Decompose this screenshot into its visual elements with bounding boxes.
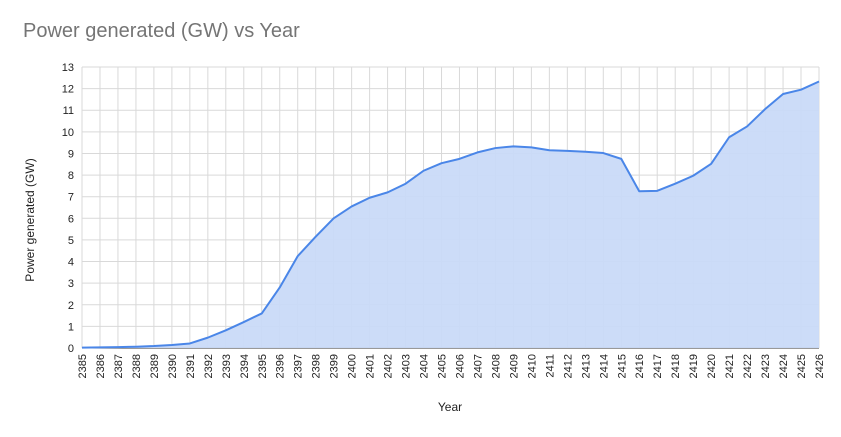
x-tick-label: 2420 (706, 354, 718, 378)
y-tick-label: 2 (68, 300, 74, 312)
y-tick-label: 3 (68, 278, 74, 290)
x-tick-label: 2405 (437, 354, 449, 378)
y-tick-label: 13 (62, 62, 74, 74)
x-tick-label: 2406 (454, 354, 466, 378)
y-tick-label: 11 (63, 105, 74, 117)
y-tick-label: 4 (68, 257, 74, 269)
y-axis-title: Power generated (GW) (23, 158, 37, 281)
x-tick-label: 2413 (580, 354, 592, 378)
x-tick-label: 2402 (383, 354, 395, 378)
x-tick-label: 2387 (113, 354, 125, 378)
x-tick-label: 2422 (742, 354, 754, 378)
x-tick-label: 2396 (275, 354, 287, 378)
y-tick-label: 0 (68, 343, 74, 355)
x-tick-label: 2410 (526, 354, 538, 378)
x-tick-label: 2399 (329, 354, 341, 378)
x-tick-label: 2426 (814, 354, 826, 378)
y-tick-label: 6 (68, 213, 74, 225)
x-tick-label: 2425 (796, 354, 808, 378)
x-tick-label: 2391 (185, 354, 197, 378)
series-area-fill (82, 81, 819, 348)
x-tick-label: 2385 (77, 354, 89, 378)
x-tick-label: 2409 (508, 354, 520, 378)
x-tick-label: 2386 (95, 354, 107, 378)
x-tick-label: 2395 (257, 354, 269, 378)
y-tick-label: 8 (68, 170, 74, 182)
chart-title: Power generated (GW) vs Year (23, 20, 300, 42)
x-tick-label: 2418 (670, 354, 682, 378)
x-axis-ticks: 2385 2386 2387 2388 2389 2390 2391 2392 2393 2394… (77, 354, 826, 378)
y-tick-label: 10 (62, 127, 74, 139)
x-tick-label: 2414 (598, 354, 610, 378)
x-tick-label: 2390 (167, 354, 179, 378)
y-tick-label: 7 (68, 192, 74, 204)
x-tick-label: 2408 (490, 354, 502, 378)
x-tick-label: 2394 (239, 354, 251, 378)
y-tick-label: 12 (62, 84, 74, 96)
x-tick-label: 2412 (562, 354, 574, 378)
series-line (81, 80, 820, 349)
x-tick-label: 2393 (221, 354, 233, 378)
y-tick-label: 9 (68, 148, 74, 160)
x-tick-label: 2417 (652, 354, 664, 378)
x-tick-label: 2411 (544, 354, 556, 378)
x-tick-label: 2401 (365, 354, 377, 378)
x-tick-label: 2388 (131, 354, 143, 378)
x-tick-label: 2398 (311, 354, 323, 378)
x-tick-label: 2403 (401, 354, 413, 378)
x-tick-label: 2416 (634, 354, 646, 378)
x-tick-label: 2424 (778, 354, 790, 378)
x-tick-label: 2421 (724, 354, 736, 378)
y-tick-label: 5 (68, 235, 74, 247)
x-axis-title: Year (438, 400, 462, 414)
x-tick-label: 2407 (472, 354, 484, 378)
x-tick-label: 2389 (149, 354, 161, 378)
x-tick-label: 2423 (760, 354, 772, 378)
x-tick-label: 2419 (688, 354, 700, 378)
y-tick-label: 1 (68, 321, 74, 333)
x-tick-label: 2415 (616, 354, 628, 378)
x-tick-label: 2400 (347, 354, 359, 378)
x-tick-label: 2392 (203, 354, 215, 378)
x-tick-label: 2397 (293, 354, 305, 378)
x-tick-label: 2404 (419, 354, 431, 378)
